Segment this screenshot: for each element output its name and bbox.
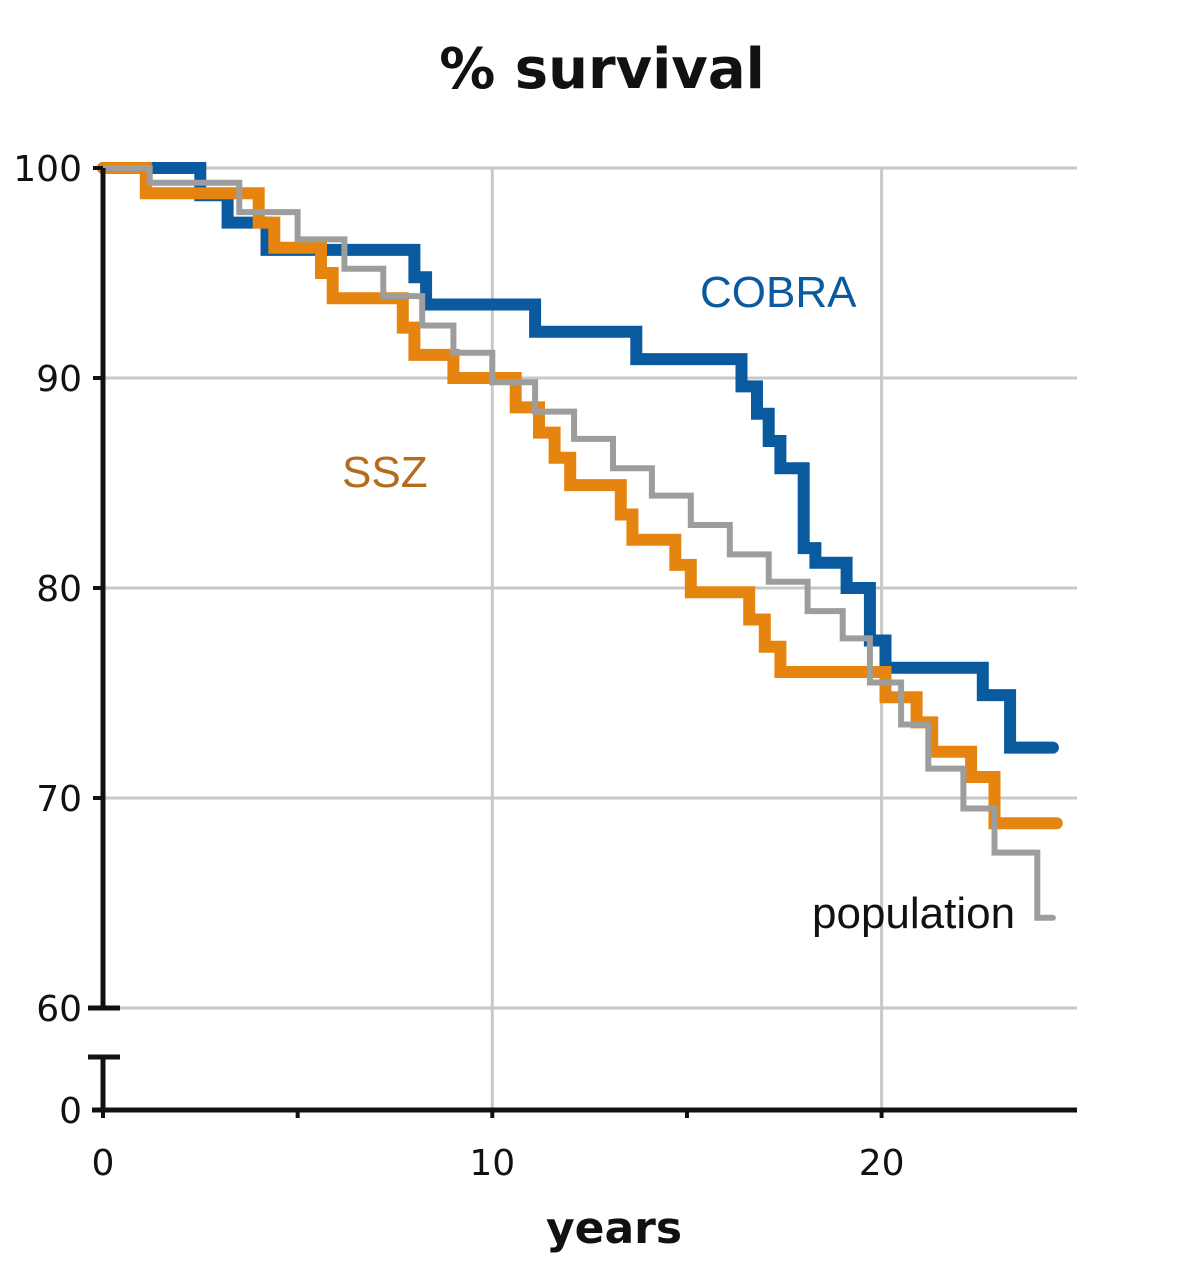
x-tick-label-20: 20 (859, 1143, 905, 1184)
y-tick-label-100: 100 (13, 149, 82, 190)
x-axis-title: years (546, 1203, 682, 1254)
series-labels: COBRA SSZ population (342, 268, 1015, 938)
tick-labels: 60 70 80 90 100 00 10 20 (13, 149, 904, 1184)
series-line-population (100, 165, 1056, 921)
y-tick-label-70: 70 (36, 779, 82, 820)
chart-title: % survival (439, 37, 765, 102)
series-label-ssz: SSZ (342, 448, 428, 497)
x-tick-label-0: 0 (92, 1143, 115, 1184)
y-tick-label-90: 90 (36, 359, 82, 400)
grid-lines (103, 166, 1077, 1110)
series-layer (97, 162, 1063, 921)
y-tick-label-80: 80 (36, 569, 82, 610)
x-tick-label-10: 10 (469, 1143, 515, 1184)
series-line-cobra (97, 162, 1059, 754)
axes (88, 166, 1077, 1118)
series-label-cobra: COBRA (700, 268, 857, 317)
series-line-ssz (97, 162, 1063, 830)
series-label-population: population (812, 889, 1015, 938)
y-tick-label-60: 60 (36, 989, 82, 1030)
y-tick-label-0: 0 (59, 1091, 82, 1132)
